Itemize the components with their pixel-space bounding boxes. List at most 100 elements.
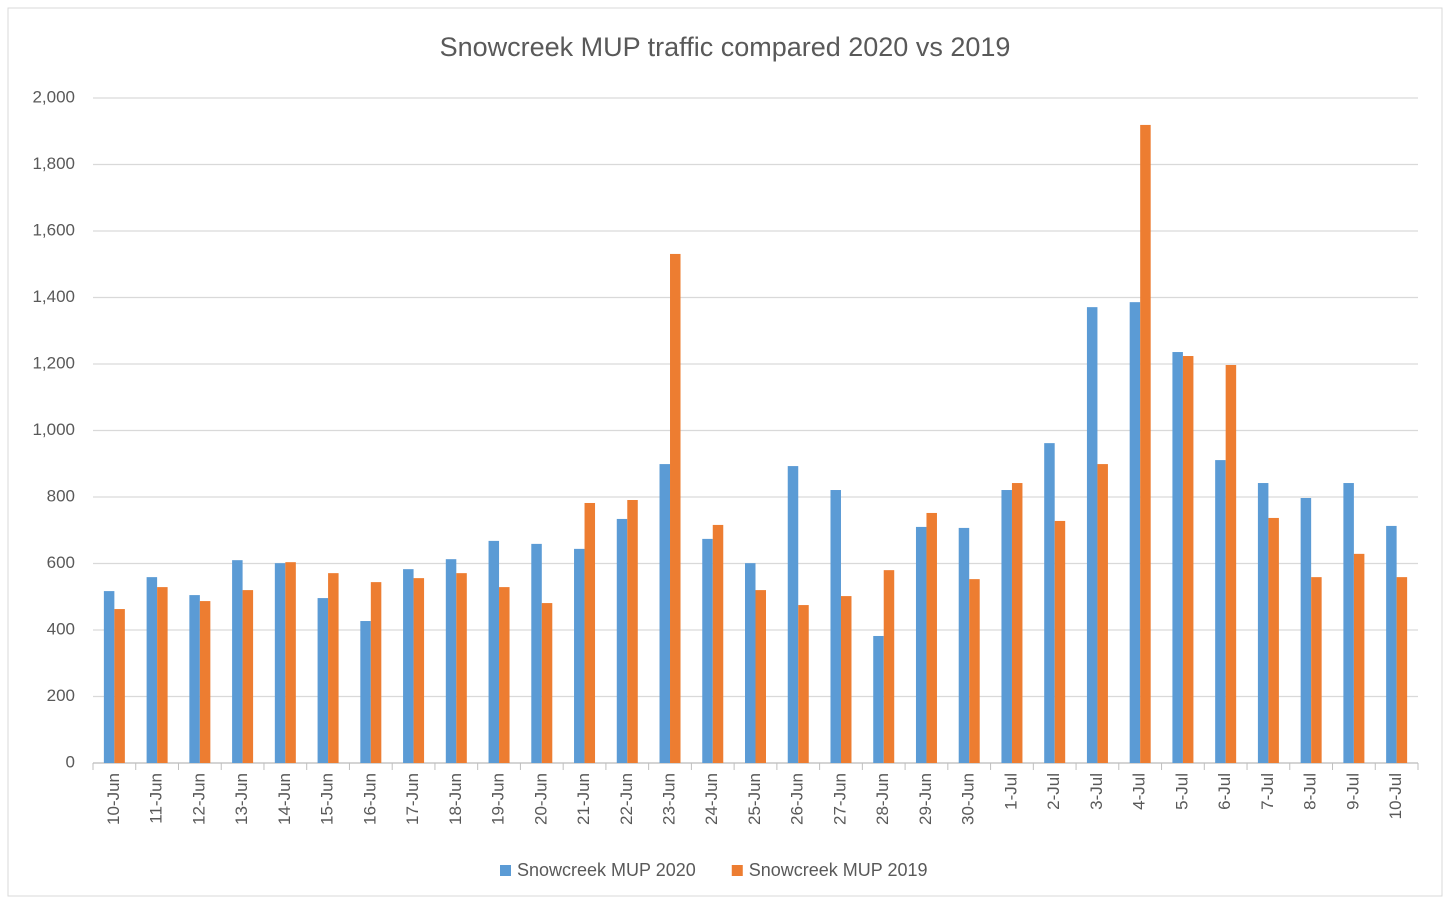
bar [1054,520,1066,763]
x-tick-label: 28-Jun [873,773,892,825]
bar [745,563,756,763]
x-tick-label: 26-Jun [788,773,807,825]
bar [787,466,799,763]
bar [1129,302,1141,763]
y-tick-label: 400 [47,619,75,638]
bar [1343,483,1354,763]
x-tick-label: 12-Jun [189,773,208,825]
bar [670,253,681,763]
y-tick-label: 2,000 [32,87,75,106]
bar [1044,443,1055,763]
x-tick-label: 6-Jul [1215,773,1234,810]
y-tick-label: 0 [66,752,75,771]
x-tick-label: 11-Jun [147,773,166,824]
x-tick-label: 21-Jun [574,773,593,825]
bar [1086,307,1098,763]
bar [157,587,168,763]
bar [499,587,510,763]
bar [232,560,243,763]
bar [873,635,884,763]
bar [285,562,296,763]
bar [1182,356,1194,763]
bar [702,538,713,763]
bar [926,512,937,763]
x-tick-label: 29-Jun [916,773,935,825]
bar [830,490,841,763]
bar [1215,460,1226,763]
bar [798,605,809,763]
chart-title: Snowcreek MUP traffic compared 2020 vs 2… [440,32,1011,62]
bar [584,502,596,763]
x-tick-label: 9-Jul [1343,773,1362,810]
bar [274,563,286,763]
x-tick-label: 13-Jun [232,773,251,825]
bar [403,569,414,763]
legend-swatch [500,865,511,876]
bar [114,609,125,763]
legend-swatch [731,865,743,876]
bar [242,590,254,763]
x-tick-label: 27-Jun [830,773,849,825]
x-tick-label: 7-Jul [1258,773,1277,810]
bar [915,526,927,763]
bar [1225,364,1237,763]
bar [1268,517,1279,763]
x-tick-label: 19-Jun [489,773,508,825]
x-tick-label: 25-Jun [745,773,764,825]
x-tick-label: 18-Jun [446,773,465,825]
bar [616,518,628,763]
x-tick-label: 20-Jun [531,773,550,825]
y-tick-label: 200 [47,686,75,705]
x-tick-label: 14-Jun [275,773,294,825]
legend-label: Snowcreek MUP 2019 [749,860,928,880]
bar [317,598,329,763]
y-tick-label: 600 [47,553,75,572]
x-tick-label: 30-Jun [959,773,978,825]
x-tick-label: 10-Jul [1386,773,1405,819]
legend-label: Snowcreek MUP 2020 [517,860,696,880]
bar [456,573,467,763]
bar [1257,483,1269,763]
x-tick-label: 4-Jul [1130,773,1149,810]
bar [103,591,115,763]
x-tick-label: 10-Jun [104,773,123,825]
bar [958,527,970,763]
bar [1001,490,1012,763]
y-tick-label: 800 [47,486,75,505]
y-tick-label: 1,200 [32,353,75,372]
bar [1353,553,1365,763]
bar [413,578,425,763]
x-tick-label: 24-Jun [702,773,721,825]
bar [199,601,211,763]
x-tick-label: 17-Jun [403,773,422,825]
bar [189,595,200,763]
bar [370,582,382,763]
bar [883,570,895,763]
bar [755,590,766,763]
bar [1172,352,1183,763]
x-tick-label: 5-Jul [1172,773,1191,810]
bar [445,559,457,763]
bar [574,548,585,763]
bar [659,464,671,763]
bar [1311,577,1322,763]
bar [531,543,542,763]
x-tick-label: 3-Jul [1087,773,1106,810]
y-tick-label: 1,000 [32,420,75,439]
y-tick-label: 1,400 [32,287,75,306]
y-tick-label: 1,600 [32,220,75,239]
x-tick-label: 8-Jul [1301,773,1320,810]
x-tick-label: 22-Jun [617,773,636,825]
bar [627,499,638,763]
x-tick-label: 15-Jun [318,773,337,825]
bar [488,540,500,763]
bar [541,603,553,763]
bar [1386,525,1397,763]
x-tick-label: 1-Jul [1001,773,1020,810]
bar [1011,483,1023,763]
bar [1140,124,1151,764]
bar [969,579,980,763]
bar [360,621,371,763]
x-tick-label: 23-Jun [660,773,679,825]
